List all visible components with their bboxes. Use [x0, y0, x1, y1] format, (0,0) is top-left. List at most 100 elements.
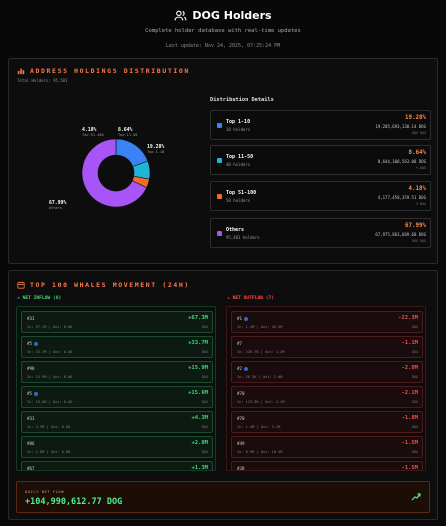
slice-label-top-11-50: 8.64% Top 11-50	[118, 128, 137, 138]
tier-card-top-1-10[interactable]: Top 1-10 10 holders 19.28% 19,285,693,13…	[210, 110, 431, 140]
whale-unit: DOG	[411, 425, 418, 429]
tier-color-swatch	[217, 231, 222, 236]
whale-net-amount: +15.6M	[188, 390, 208, 396]
whale-rank: #31	[27, 416, 35, 421]
whale-net-amount: +15.9M	[188, 365, 208, 371]
slice-label-pct: 8.64%	[118, 128, 133, 133]
whale-row[interactable]: #49 In: 8.9M | Out: 10.4M -1.5M DOG	[231, 436, 423, 458]
inflow-list[interactable]: #31 In: 67.1M | Out: 0.00 +67.3M DOG #5 In: 3…	[16, 306, 216, 471]
whale-in-out: In: 1.4M | Out: 3.2M	[237, 425, 281, 429]
tier-name: Top 51-100	[226, 190, 257, 196]
whale-in-out: In: 226.7K | Out: 1.4M	[237, 350, 285, 354]
whale-row[interactable]: #5 In: 33.7M | Out: 0.00 +33.7M DOG	[21, 336, 213, 358]
whale-unit: DOG	[411, 325, 418, 329]
whale-address: #38	[237, 466, 245, 471]
whale-row[interactable]: #1 In: 1.4M | Out: 26.3M -22.3M DOG	[231, 311, 423, 333]
distribution-title: ADDRESS HOLDINGS DISTRIBUTION	[30, 67, 190, 75]
whale-address: #67	[27, 466, 35, 471]
whale-row[interactable]: #2 In: 26.3K | Out: 2.0M -2.0M DOG	[231, 361, 423, 383]
whale-in-out: In: 67.1M | Out: 0.00	[27, 325, 73, 329]
whale-row[interactable]: #70 In: 1.4M | Out: 3.2M -1.8M DOG	[231, 411, 423, 433]
tier-color-swatch	[217, 123, 222, 128]
whale-unit: DOG	[201, 450, 208, 454]
whale-row[interactable]: #7 In: 226.7K | Out: 1.4M -1.1M DOG	[231, 336, 423, 358]
whale-net-amount: -22.3M	[398, 315, 418, 321]
flag-icon	[34, 391, 39, 396]
whale-rank: #31	[27, 316, 35, 321]
whale-row[interactable]: #31 In: 67.1M | Out: 0.00 +67.3M DOG	[21, 311, 213, 333]
tier-percent: 8.64%	[408, 150, 426, 156]
whale-rank: #67	[27, 466, 35, 471]
whale-net-amount: +67.3M	[188, 315, 208, 321]
outflow-list[interactable]: #1 In: 1.4M | Out: 26.3M -22.3M DOG #7 In: 22…	[226, 306, 426, 471]
tier-card-top-51-100[interactable]: Top 51-100 50 holders 4.18% 4,177,450,35…	[210, 181, 431, 211]
slice-label-pct: 4.18%	[82, 128, 97, 133]
whale-address: #5	[27, 341, 39, 346]
tier-card-others[interactable]: Others 95,481 holders 67.99% 67,975,863,…	[210, 218, 431, 248]
tier-amount: 8,644,100,563.08 DOG	[377, 159, 426, 164]
flag-icon	[244, 316, 249, 321]
whale-address: #98	[27, 366, 35, 371]
whale-row[interactable]: #5 In: 15.6M | Out: 0.00 +15.6M DOG	[21, 386, 213, 408]
total-holders-text: Total Holders: 95,581	[17, 78, 68, 83]
whale-rank: #86	[27, 441, 35, 446]
whale-net-amount: -2.0M	[401, 365, 418, 371]
whale-unit: DOG	[201, 400, 208, 404]
flag-icon	[34, 341, 39, 346]
tier-percent: 67.99%	[405, 223, 426, 229]
users-icon	[174, 10, 187, 21]
whale-net-amount: +1.3M	[191, 465, 208, 471]
tier-name: Others	[226, 227, 245, 233]
whale-address: #31	[27, 416, 35, 421]
whale-rank: #5	[27, 341, 33, 346]
whale-address: #70	[237, 391, 245, 396]
daily-net-flow-card: DAILY NET FLOW +104,990,612.77 DOG	[16, 481, 430, 513]
whale-row[interactable]: #31 In: 4.3M | Out: 0.00 +4.3M DOG	[21, 411, 213, 433]
whale-address: #1	[237, 316, 249, 321]
whale-unit: DOG	[411, 350, 418, 354]
slice-label-top-51-100: 4.18% Top 51-100	[82, 128, 104, 138]
whale-in-out: In: 33.7M | Out: 0.00	[27, 350, 73, 354]
daily-net-flow-value: +104,990,612.77 DOG	[25, 497, 123, 507]
whale-net-amount: -2.1M	[401, 390, 418, 396]
whale-rank: #5	[27, 391, 33, 396]
whale-in-out: In: 1.4M | Out: 26.3M	[237, 325, 283, 329]
whale-in-out: In: 26.3K | Out: 2.0M	[237, 375, 283, 379]
whale-in-out: In: 2.8M | Out: 0.00	[27, 450, 71, 454]
tier-unit: % DOG	[416, 166, 426, 170]
whale-rank: #7	[237, 341, 243, 346]
whale-rank: #98	[27, 366, 35, 371]
whale-row[interactable]: #98 In: 15.9M | Out: 0.00 +15.9M DOG	[21, 361, 213, 383]
slice-label-name: Top 11-50	[118, 133, 138, 137]
whale-unit: DOG	[201, 350, 208, 354]
tier-name: Top 11-50	[226, 154, 254, 160]
whale-in-out: In: 4.3M | Out: 0.00	[27, 425, 71, 429]
tier-holders: 40 holders	[226, 162, 251, 167]
whale-rank: #38	[237, 466, 245, 471]
bar-chart-icon	[17, 68, 25, 75]
whale-row[interactable]: #70 In: 123.9K | Out: 2.2M -2.1M DOG	[231, 386, 423, 408]
whale-net-amount: -1.5M	[401, 465, 418, 471]
whale-row[interactable]: #86 In: 2.8M | Out: 0.00 +2.8M DOG	[21, 436, 213, 458]
whale-net-amount: -1.8M	[401, 415, 418, 421]
slice-label-name: Others	[49, 206, 62, 210]
inflow-title: NET INFLOW (8)	[22, 296, 62, 301]
whales-title: TOP 100 WHALES MOVEMENT (24H)	[30, 281, 190, 289]
tier-color-swatch	[217, 194, 222, 199]
whale-unit: DOG	[201, 375, 208, 379]
tier-amount: 19,285,693,130.14 DOG	[375, 124, 426, 129]
tier-unit: % DOG	[416, 202, 426, 206]
whale-rank: #49	[237, 441, 245, 446]
whale-net-amount: +33.7M	[188, 340, 208, 346]
whale-in-out: In: 123.9K | Out: 2.2M	[237, 400, 285, 404]
whale-unit: DOG	[201, 325, 208, 329]
tier-card-top-11-50[interactable]: Top 11-50 40 holders 8.64% 8,644,100,563…	[210, 145, 431, 175]
whale-rank: #70	[237, 416, 245, 421]
tier-holders: 95,481 holders	[226, 235, 260, 240]
last-update-text: Last update: Nov 24, 2025, 07:25:24 PM	[165, 43, 281, 49]
slice-label-pct: 19.28%	[147, 145, 165, 150]
tier-name: Top 1-10	[226, 119, 251, 125]
whale-unit: DOG	[201, 425, 208, 429]
